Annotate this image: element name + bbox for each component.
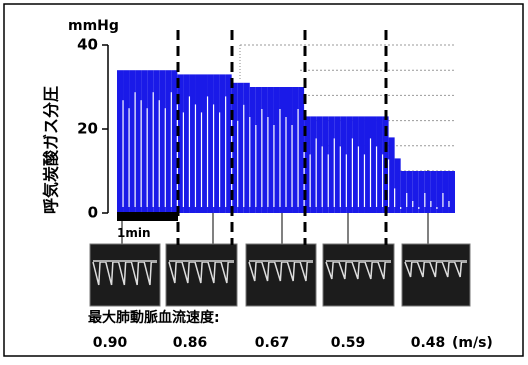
breath — [195, 74, 201, 213]
breath — [171, 70, 177, 213]
breath — [147, 70, 153, 213]
breath — [244, 83, 250, 213]
breath — [129, 70, 135, 213]
breath — [238, 83, 244, 213]
breath — [286, 87, 292, 213]
breath — [437, 171, 443, 213]
scale-bar — [117, 212, 178, 221]
breath — [377, 116, 383, 213]
breath — [250, 87, 256, 213]
breath — [135, 70, 141, 213]
breath — [443, 171, 449, 213]
breath — [431, 171, 437, 213]
y-tick-label: 40 — [77, 36, 98, 54]
y-axis-label: 呼気炭酸ガス分圧 — [42, 86, 61, 214]
breath — [310, 116, 316, 213]
breath — [334, 116, 340, 213]
breath — [395, 158, 401, 213]
breath — [153, 70, 159, 213]
breath — [401, 171, 407, 213]
breath — [117, 70, 123, 213]
scale-bar-label: 1min — [117, 226, 151, 240]
breath — [371, 116, 377, 213]
y-tick-label: 20 — [77, 120, 98, 138]
breath — [208, 74, 214, 213]
velocity-unit: (m/s) — [452, 335, 493, 351]
breath — [292, 87, 298, 213]
unit-label: mmHg — [68, 18, 119, 34]
breath — [389, 137, 395, 213]
breath — [322, 116, 328, 213]
breath — [189, 74, 195, 213]
breath — [328, 116, 334, 213]
breath — [346, 116, 352, 213]
breath — [183, 74, 189, 213]
breath — [159, 70, 165, 213]
breath — [316, 116, 322, 213]
velocity-title: 最大肺動脈血流速度: — [88, 309, 220, 326]
breath — [358, 116, 364, 213]
breath — [413, 171, 419, 213]
velocity-value: 0.67 — [255, 335, 290, 351]
breath — [298, 87, 304, 213]
breath — [220, 74, 226, 213]
breath — [425, 171, 431, 213]
breath — [214, 74, 220, 213]
breath — [280, 87, 286, 213]
velocity-value: 0.90 — [93, 335, 128, 351]
velocity-value: 0.48 — [411, 335, 446, 351]
breath — [268, 87, 274, 213]
breath — [274, 87, 280, 213]
breath — [407, 171, 413, 213]
breath — [352, 116, 358, 213]
breath — [165, 70, 171, 213]
breath — [262, 87, 268, 213]
velocity-value: 0.86 — [173, 335, 208, 351]
velocity-value: 0.59 — [331, 335, 366, 351]
breath — [123, 70, 129, 213]
breath — [141, 70, 147, 213]
breath — [419, 171, 425, 213]
breath — [202, 74, 208, 213]
breath — [449, 171, 455, 213]
breath — [340, 116, 346, 213]
y-tick-label: 0 — [88, 204, 98, 222]
breath — [256, 87, 262, 213]
breath — [364, 116, 370, 213]
chart: 呼気炭酸ガス分圧 mmHg 最大肺動脈血流速度: 0 20 40 1min 0.90 0.… — [0, 0, 528, 361]
